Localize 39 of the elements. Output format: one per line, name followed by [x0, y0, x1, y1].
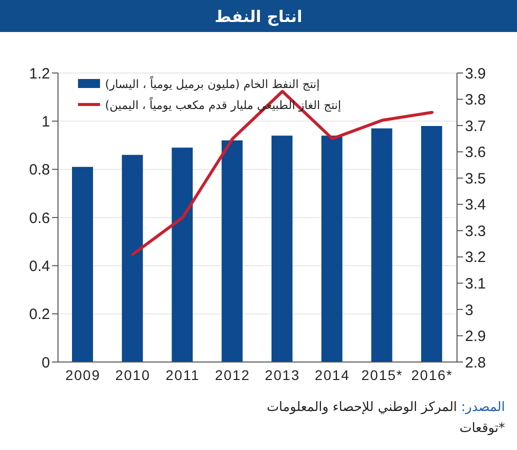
y2-tick-label: 3.1	[465, 276, 486, 293]
y-tick-label: 1	[42, 113, 50, 130]
text: المصدر: المركز الوطني للإحصاء والمعلومات	[266, 400, 505, 415]
y2-tick-label: 3.6	[465, 144, 486, 162]
x-tick-label: 2012	[214, 366, 250, 383]
bar	[321, 136, 342, 362]
y-tick-label: 0	[42, 354, 50, 372]
bar	[122, 154, 143, 362]
bar	[371, 128, 392, 362]
x-tick-label: 2016*	[411, 366, 453, 383]
text: *توقعات	[458, 420, 505, 438]
y2-tick-label: 3	[465, 302, 474, 319]
x-tick-label: 2015*	[361, 366, 403, 383]
x-tick-label: 2014	[314, 366, 350, 383]
bar	[421, 126, 442, 362]
y-tick-label: 0.8	[29, 162, 50, 179]
x-tick-label: 2013	[264, 366, 300, 383]
y2-tick-label: 3.9	[465, 65, 486, 82]
chart-title: انتاج النفط	[0, 0, 517, 32]
x-tick-label: 2009	[65, 366, 101, 383]
y2-tick-label: 3.8	[465, 92, 486, 109]
bar	[172, 148, 193, 362]
y-tick-label: 0.2	[29, 306, 50, 324]
legend-label: إنتج النفط الخام (مليون برميل يومياً ، اليسار)	[105, 76, 320, 90]
bar	[222, 140, 243, 362]
x-tick-label: 2010	[115, 366, 150, 383]
x-tick-label: 2011	[166, 366, 200, 383]
y2-tick-label: 3.3	[465, 222, 486, 240]
y2-tick-label: 3.4	[465, 196, 486, 214]
y2-tick-label: 2.9	[465, 328, 486, 346]
y-tick-label: 1.2	[29, 65, 50, 82]
y2-tick-label: 2.8	[465, 354, 486, 372]
y-tick-label: 0.4	[29, 258, 50, 275]
y-tick-label: 0.6	[29, 210, 50, 227]
bar	[272, 136, 292, 362]
y2-tick-label: 3.5	[465, 170, 486, 188]
bar	[72, 166, 93, 362]
y2-tick-label: 3.2	[465, 249, 486, 266]
y2-tick-label: 3.7	[465, 118, 486, 135]
